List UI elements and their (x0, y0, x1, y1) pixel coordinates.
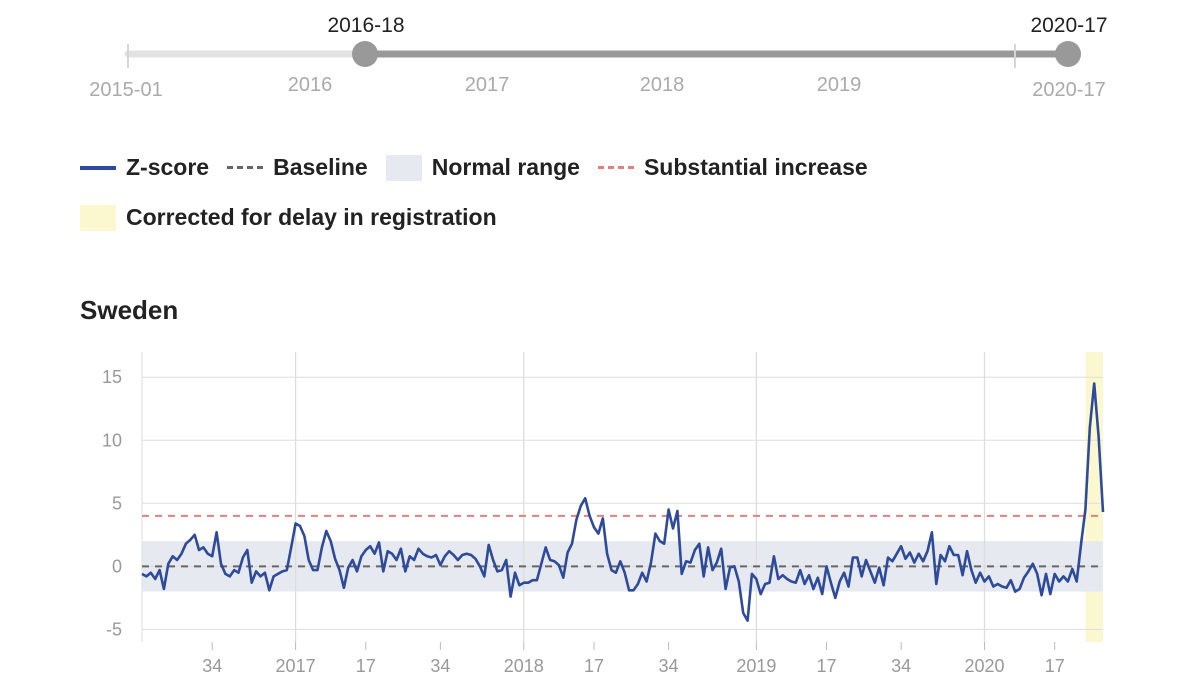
x-tick-label: 34 (430, 656, 450, 675)
x-tick-label: 17 (817, 656, 837, 675)
y-tick-label: 0 (112, 556, 122, 576)
substantial-increase-swatch-icon (597, 166, 634, 169)
zscore-chart: -5 0 5 10 15 34 2017 17 34 2018 17 34 2019 17 34 2020 17 (102, 352, 1105, 675)
y-tick-label: 15 (102, 367, 122, 387)
legend-row-1: Z-score Baseline Normal range Substantia… (80, 154, 886, 181)
slider-start-handle[interactable] (352, 41, 378, 67)
slider-year-label: 2016 (288, 74, 333, 96)
x-tick-label: 17 (584, 656, 604, 675)
slider-end-handle-label: 2020-17 (1030, 14, 1107, 37)
slider-min-label: 2015-01 (89, 79, 162, 101)
x-tick-label: 2020 (964, 656, 1004, 675)
baseline-swatch-icon (227, 166, 264, 169)
x-tick-label: 17 (356, 656, 376, 675)
legend-baseline-label: Baseline (273, 154, 368, 180)
normal-range-swatch-icon (385, 154, 422, 181)
x-tick-label: 2019 (736, 656, 776, 675)
legend-normal-range-label: Normal range (431, 154, 580, 180)
y-tick-label: -5 (106, 619, 122, 639)
x-tick-label: 34 (202, 656, 222, 675)
legend-substantial-increase-label: Substantial increase (643, 154, 868, 180)
legend-corrected[interactable]: Corrected for delay in registration (80, 204, 497, 231)
y-tick-label: 5 (112, 493, 122, 513)
legend-zscore-label: Z-score (126, 154, 210, 180)
slider-start-handle-label: 2016-18 (327, 14, 404, 37)
slider-year-label: 2018 (640, 74, 685, 96)
y-tick-label: 10 (102, 430, 122, 450)
slider-year-label: 2017 (465, 74, 510, 96)
corrected-swatch-icon (80, 204, 116, 231)
legend-normal-range[interactable]: Normal range (385, 154, 580, 181)
zscore-series-line (141, 382, 1105, 622)
x-tick-label: 2018 (504, 656, 544, 675)
legend-substantial-increase[interactable]: Substantial increase (597, 154, 868, 181)
legend-baseline[interactable]: Baseline (227, 154, 368, 181)
slider-end-handle[interactable] (1055, 41, 1081, 67)
x-tick-label: 2017 (276, 656, 316, 675)
legend-zscore[interactable]: Z-score (80, 154, 209, 181)
x-tick-label: 34 (891, 656, 911, 675)
chart-title: Sweden (80, 295, 179, 325)
legend-row-2: Corrected for delay in registration (80, 204, 515, 231)
zscore-swatch-icon (80, 165, 116, 170)
x-tick-label: 34 (659, 656, 679, 675)
slider-year-label: 2019 (817, 74, 862, 96)
slider-max-label: 2020-17 (1032, 79, 1105, 101)
x-tick-label: 17 (1045, 656, 1065, 675)
date-range-slider[interactable]: 2015-01 2016 2017 2018 2019 2020-17 2016… (0, 0, 1200, 110)
legend-corrected-label: Corrected for delay in registration (126, 204, 497, 230)
